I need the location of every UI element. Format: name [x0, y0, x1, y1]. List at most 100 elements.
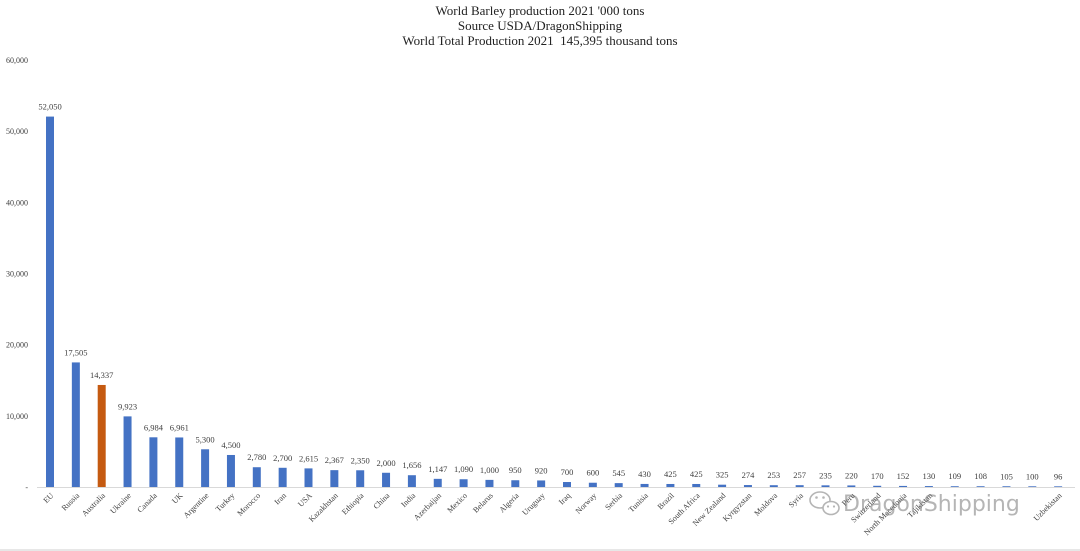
bar-30 — [821, 485, 830, 487]
x-tick-label: Ukraine — [108, 491, 133, 516]
x-tick-label: Turkey — [214, 491, 237, 514]
data-label: 545 — [612, 468, 625, 478]
bar-iraq — [563, 482, 571, 487]
data-label: 9,923 — [118, 401, 137, 411]
bar-serbia — [614, 483, 623, 487]
bar-south-africa — [692, 483, 701, 487]
x-tick-label: Norway — [574, 491, 599, 516]
x-tick-label: Moldova — [752, 491, 779, 518]
data-label: 52,050 — [38, 102, 61, 112]
chart-total-note: World Total Production 2021 145,395 thou… — [402, 33, 677, 48]
y-tick-label: - — [25, 483, 28, 492]
x-tick-label: UK — [170, 491, 185, 506]
x-tick-label: Australia — [80, 491, 107, 518]
bar-russia — [71, 362, 80, 487]
data-label: 2,367 — [325, 455, 344, 465]
x-tick-label: EU — [42, 491, 56, 505]
watermark-text: DragonShipping — [843, 492, 1020, 517]
y-tick-label: 60,000 — [6, 56, 28, 65]
y-tick-label: 20,000 — [6, 341, 28, 350]
data-label: 257 — [793, 470, 806, 480]
data-label: 325 — [716, 470, 729, 480]
bar-iran — [278, 467, 287, 487]
bar-brazil — [666, 483, 675, 487]
x-tick-label: Iran — [273, 491, 288, 506]
data-label: 2,615 — [299, 453, 318, 463]
y-tick-label: 10,000 — [6, 412, 28, 421]
data-label: 2,350 — [351, 455, 370, 465]
bar-azerbaijan — [433, 478, 442, 487]
chart-title: World Barley production 2021 '000 tons — [436, 3, 645, 18]
bar-india — [407, 475, 416, 487]
bar-canada — [149, 437, 158, 487]
bar-36 — [976, 486, 985, 487]
data-label: 1,147 — [428, 464, 447, 474]
data-label: 425 — [664, 469, 677, 479]
x-tick-label: Uzbekistan — [1032, 491, 1064, 523]
data-label: 253 — [767, 470, 780, 480]
data-label: 2,000 — [376, 458, 395, 468]
bar-mexico — [459, 479, 468, 487]
x-tick-label: Ethiopia — [340, 491, 366, 517]
bar-belarus — [485, 479, 494, 487]
bar-38 — [1028, 486, 1037, 487]
data-label: 1,656 — [402, 460, 421, 470]
bar-north-macedonia — [899, 485, 908, 487]
data-label: 274 — [742, 470, 756, 480]
bar-usa — [304, 468, 313, 487]
bar-algeria — [511, 480, 520, 487]
data-label: 6,984 — [144, 422, 164, 432]
bar-uruguay — [537, 480, 546, 487]
bar-syria — [795, 485, 804, 487]
data-label: 235 — [819, 470, 832, 480]
data-label: 152 — [897, 471, 910, 481]
x-tick-label: Azerbaijan — [412, 491, 443, 522]
bar-37 — [1002, 486, 1011, 487]
data-label: 17,505 — [64, 347, 87, 357]
y-tick-label: 40,000 — [6, 198, 28, 207]
y-tick-label: 50,000 — [6, 127, 28, 136]
data-label: 5,300 — [196, 434, 215, 444]
data-label: 600 — [586, 468, 599, 478]
chart-subtitle: Source USDA/DragonShipping — [458, 18, 623, 33]
data-label: 4,500 — [221, 440, 240, 450]
data-label: 6,961 — [170, 422, 189, 432]
x-tick-label: Russia — [60, 491, 82, 513]
data-label: 430 — [638, 469, 651, 479]
data-label: 1,090 — [454, 464, 473, 474]
y-axis: - 10,000 20,000 30,000 40,000 50,000 60,000 — [6, 56, 28, 492]
data-label: 108 — [974, 471, 987, 481]
x-tick-label: Belarus — [471, 491, 495, 515]
bar-uzbekistan — [1054, 486, 1063, 487]
bar-ukraine — [123, 416, 132, 487]
bar-uk — [175, 437, 184, 487]
bar-australia — [97, 384, 106, 487]
x-tick-label: India — [399, 491, 417, 509]
bar-china — [382, 472, 391, 487]
data-label: 2,700 — [273, 453, 292, 463]
x-tick-label: Brazil — [656, 491, 677, 512]
x-tick-label: USA — [296, 491, 314, 509]
data-label: 100 — [1026, 471, 1039, 481]
x-tick-label: Canada — [135, 491, 159, 515]
bar-ethiopia — [356, 470, 365, 487]
bar-switzerland — [873, 485, 882, 487]
data-label: 96 — [1054, 471, 1063, 481]
bar-argentine — [201, 449, 210, 487]
bar-kyrgyzstan — [743, 485, 752, 487]
x-tick-label: Uruguay — [520, 491, 546, 517]
data-label: 130 — [923, 471, 936, 481]
bar-norway — [588, 482, 597, 487]
data-label: 14,337 — [90, 370, 113, 380]
bar-moldova — [769, 485, 778, 487]
x-tick-label: Tunisia — [627, 491, 650, 514]
bar-35 — [950, 486, 959, 487]
data-label: 425 — [690, 469, 703, 479]
data-label: 170 — [871, 471, 884, 481]
bar-kazakhstan — [330, 470, 339, 487]
watermark: DragonShipping — [809, 491, 1020, 517]
data-label: 2,780 — [247, 452, 266, 462]
x-tick-label: Syria — [787, 491, 806, 510]
wechat-icon — [809, 491, 840, 516]
bar-new-zealand — [718, 484, 727, 487]
